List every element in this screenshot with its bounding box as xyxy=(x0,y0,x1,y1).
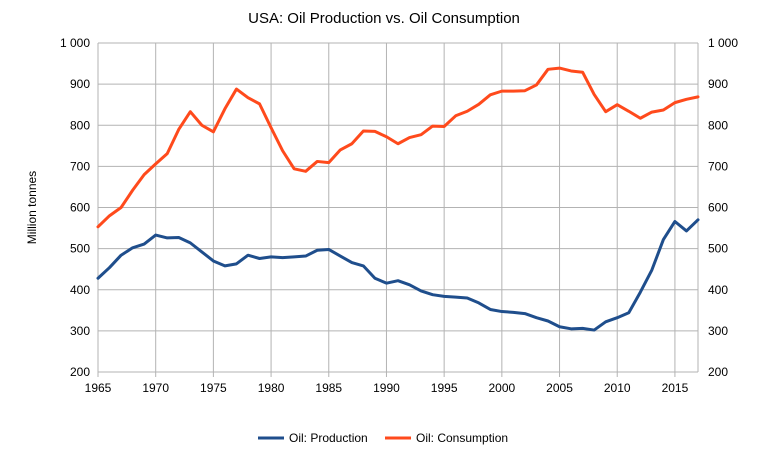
x-tick-label: 1995 xyxy=(431,381,458,395)
y-tick-label-right: 1 000 xyxy=(708,36,738,50)
y-tick-label-right: 900 xyxy=(708,77,728,91)
x-tick-label: 1965 xyxy=(85,381,112,395)
y-tick-label-right: 700 xyxy=(708,159,728,173)
x-tick-label: 2010 xyxy=(604,381,631,395)
legend: Oil: Production Oil: Consumption xyxy=(258,431,508,445)
y-tick-label-left: 900 xyxy=(70,77,90,91)
y-tick-label-left: 600 xyxy=(70,201,90,215)
x-tick-label: 2005 xyxy=(546,381,573,395)
series-line-consumption xyxy=(96,66,700,229)
y-tick-label-left: 800 xyxy=(70,118,90,132)
y-tick-label-right: 400 xyxy=(708,283,728,297)
x-tick-label: 1990 xyxy=(373,381,400,395)
legend-label-production: Oil: Production xyxy=(289,431,368,445)
x-tick-label: 2000 xyxy=(488,381,515,395)
y-tick-label-right: 800 xyxy=(708,118,728,132)
y-axis-right-ticks: 200 300 400 500 600 700 800 900 1 000 xyxy=(708,36,738,379)
series-group xyxy=(96,66,700,332)
y-tick-label-right: 600 xyxy=(708,201,728,215)
y-tick-label-left: 1 000 xyxy=(60,36,90,50)
series-line-production xyxy=(96,218,700,332)
x-tick-label: 1980 xyxy=(258,381,285,395)
x-tick-label: 1975 xyxy=(200,381,227,395)
y-axis-label: Million tonnes xyxy=(25,171,39,244)
legend-label-consumption: Oil: Consumption xyxy=(416,431,508,445)
x-tick-label: 2015 xyxy=(662,381,689,395)
x-tick-label: 1970 xyxy=(142,381,169,395)
y-tick-label-left: 500 xyxy=(70,242,90,256)
y-tick-label-left: 300 xyxy=(70,324,90,338)
y-tick-label-right: 200 xyxy=(708,365,728,379)
y-tick-label-left: 200 xyxy=(70,365,90,379)
y-axis-left-ticks: 200 300 400 500 600 700 800 900 1 000 xyxy=(60,36,90,379)
y-tick-label-right: 300 xyxy=(708,324,728,338)
x-tick-label: 1985 xyxy=(315,381,342,395)
y-tick-label-left: 400 xyxy=(70,283,90,297)
y-tick-label-left: 700 xyxy=(70,159,90,173)
chart-title: USA: Oil Production vs. Oil Consumption xyxy=(248,10,520,27)
x-axis-ticks: 1965 1970 1975 1980 1985 1990 1995 2000 2005 2010… xyxy=(85,381,689,395)
y-tick-label-right: 500 xyxy=(708,242,728,256)
gridlines xyxy=(97,42,699,377)
